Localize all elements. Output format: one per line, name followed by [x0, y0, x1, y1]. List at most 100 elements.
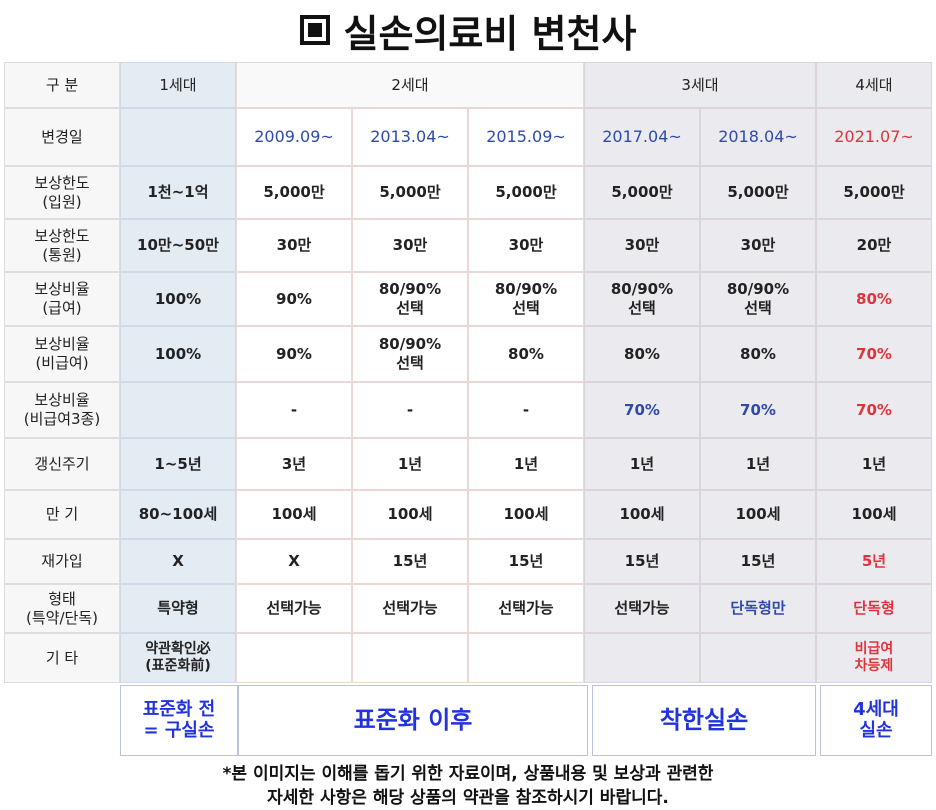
table-cell: 비급여 차등제 — [816, 633, 932, 683]
table-cell: 100세 — [468, 490, 584, 539]
table-cell: 80/90% 선택 — [700, 272, 816, 326]
row-label: 보상비율 (비급여) — [4, 326, 120, 382]
table-cell: 5,000만 — [816, 166, 932, 219]
table-cell: 5,000만 — [468, 166, 584, 219]
table-cell: 100세 — [700, 490, 816, 539]
table-cell: 100세 — [236, 490, 352, 539]
row-label: 기 타 — [4, 633, 120, 683]
table-cell: 100% — [120, 326, 236, 382]
change-date: 2021.07~ — [816, 108, 932, 166]
table-cell: 80/90% 선택 — [352, 272, 468, 326]
table-cell: 1년 — [468, 438, 584, 490]
table-cell: - — [468, 382, 584, 438]
table-cell: 단독형만 — [700, 584, 816, 633]
change-date: 2017.04~ — [584, 108, 700, 166]
change-date: 2018.04~ — [700, 108, 816, 166]
table-cell: 5년 — [816, 539, 932, 584]
table-cell: 선택가능 — [352, 584, 468, 633]
title-text: 실손의료비 변천사 — [343, 11, 637, 56]
row-label: 변경일 — [4, 108, 120, 166]
table-cell: 10만~50만 — [120, 219, 236, 272]
generation-header: 4세대 — [816, 62, 932, 108]
table-cell: 3년 — [236, 438, 352, 490]
table-cell: 30만 — [584, 219, 700, 272]
table-cell: 15년 — [700, 539, 816, 584]
table-cell: - — [236, 382, 352, 438]
table-cell: 약관확인必 (표준화前) — [120, 633, 236, 683]
table-cell: 선택가능 — [468, 584, 584, 633]
table-cell: 100% — [120, 272, 236, 326]
table-cell: 단독형 — [816, 584, 932, 633]
footer-band: 표준화 이후 — [238, 685, 588, 756]
table-cell: 1천~1억 — [120, 166, 236, 219]
table-cell — [700, 633, 816, 683]
row-label: 보상한도 (통원) — [4, 219, 120, 272]
square-icon — [299, 15, 330, 45]
change-date — [120, 108, 236, 166]
table-cell: 70% — [816, 382, 932, 438]
disclaimer: *본 이미지는 이해를 돕기 위한 자료이며, 상품내용 및 보상과 관련한 자… — [222, 764, 714, 808]
table-cell: 30만 — [700, 219, 816, 272]
table-cell — [352, 633, 468, 683]
footer-band: 표준화 전 = 구실손 — [120, 685, 238, 756]
table-cell: 80% — [468, 326, 584, 382]
footer-band: 4세대 실손 — [820, 685, 932, 756]
table-cell: 15년 — [468, 539, 584, 584]
table-cell: 70% — [816, 326, 932, 382]
generation-header: 2세대 — [236, 62, 584, 108]
row-label: 재가입 — [4, 539, 120, 584]
table-cell: 15년 — [584, 539, 700, 584]
table-cell: 30만 — [236, 219, 352, 272]
table-cell: 20만 — [816, 219, 932, 272]
table-cell: 100세 — [816, 490, 932, 539]
row-label: 보상비율 (급여) — [4, 272, 120, 326]
table-cell: - — [352, 382, 468, 438]
table-cell: 80/90% 선택 — [468, 272, 584, 326]
footer-band: 착한실손 — [592, 685, 816, 756]
table-cell: 특약형 — [120, 584, 236, 633]
table-cell — [236, 633, 352, 683]
row-label: 갱신주기 — [4, 438, 120, 490]
table-cell: 5,000만 — [700, 166, 816, 219]
generation-header: 3세대 — [584, 62, 816, 108]
change-date: 2009.09~ — [236, 108, 352, 166]
table-cell: 15년 — [352, 539, 468, 584]
table-cell: 80~100세 — [120, 490, 236, 539]
table-cell: 30만 — [352, 219, 468, 272]
table-cell: 70% — [700, 382, 816, 438]
table-cell: 1~5년 — [120, 438, 236, 490]
table-cell — [468, 633, 584, 683]
table-cell: 5,000만 — [352, 166, 468, 219]
table-cell: 1년 — [700, 438, 816, 490]
table-cell: 70% — [584, 382, 700, 438]
row-label: 형태 (특약/단독) — [4, 584, 120, 633]
table-cell: 선택가능 — [236, 584, 352, 633]
table-cell: 80/90% 선택 — [584, 272, 700, 326]
table-cell: 1년 — [352, 438, 468, 490]
table-cell: X — [236, 539, 352, 584]
table-cell — [120, 382, 236, 438]
row-label: 보상비율 (비급여3종) — [4, 382, 120, 438]
table-cell: 5,000만 — [584, 166, 700, 219]
table-cell: 90% — [236, 272, 352, 326]
table-cell: 100세 — [352, 490, 468, 539]
table-cell: 100세 — [584, 490, 700, 539]
table-cell: 80% — [816, 272, 932, 326]
change-date: 2015.09~ — [468, 108, 584, 166]
table-cell: 80% — [700, 326, 816, 382]
table-cell: X — [120, 539, 236, 584]
table-cell: 1년 — [816, 438, 932, 490]
change-date: 2013.04~ — [352, 108, 468, 166]
row-label: 구 분 — [4, 62, 120, 108]
row-label: 보상한도 (입원) — [4, 166, 120, 219]
row-label: 만 기 — [4, 490, 120, 539]
generation-header: 1세대 — [120, 62, 236, 108]
table-cell: 1년 — [584, 438, 700, 490]
table-cell: 90% — [236, 326, 352, 382]
table-cell — [584, 633, 700, 683]
table-cell: 5,000만 — [236, 166, 352, 219]
table-cell: 80/90% 선택 — [352, 326, 468, 382]
table-cell: 80% — [584, 326, 700, 382]
table-cell: 선택가능 — [584, 584, 700, 633]
page-title: 실손의료비 변천사 — [0, 4, 936, 56]
